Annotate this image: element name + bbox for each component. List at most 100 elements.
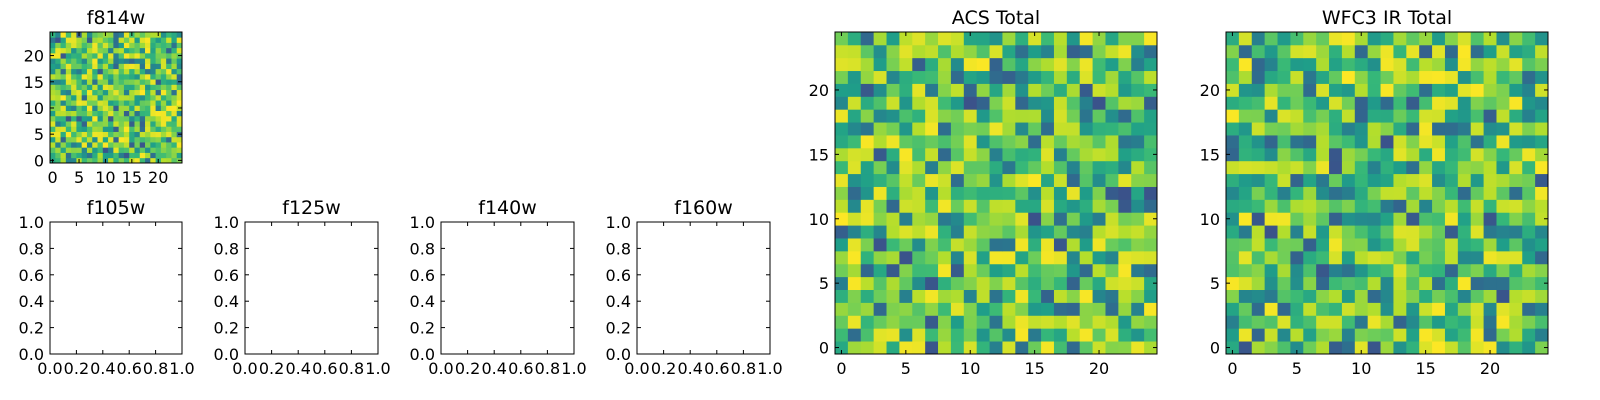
heatmap-cell [1226, 199, 1240, 213]
heatmap-cell [1226, 289, 1240, 303]
heatmap-cell [113, 121, 120, 127]
heatmap-cell [1316, 315, 1330, 329]
heatmap-cell [1092, 250, 1106, 265]
heatmap-cell [1226, 341, 1240, 355]
heatmap-cell [1509, 315, 1523, 329]
heatmap-cell [1105, 289, 1119, 303]
heatmap-cell [81, 84, 88, 91]
heatmap-cell [129, 136, 135, 143]
heatmap-cell [139, 37, 146, 43]
heatmap-cell [1470, 212, 1484, 226]
x-tick-label: 0.2 [64, 359, 89, 378]
heatmap-cell [1264, 289, 1278, 303]
heatmap-cell [108, 100, 114, 106]
heatmap-cell [1105, 238, 1119, 252]
x-tick-label: 1.0 [365, 359, 390, 378]
heatmap-cell [899, 263, 913, 278]
heatmap-cell [1380, 315, 1394, 329]
heatmap-cell [1316, 147, 1330, 162]
heatmap-cell [1264, 173, 1278, 187]
heatmap-cell [71, 63, 77, 70]
heatmap-cell [950, 289, 965, 303]
heatmap-cell [129, 63, 135, 70]
heatmap-cell [55, 136, 61, 143]
heatmap-cell [134, 68, 141, 75]
heatmap-cell [938, 83, 952, 97]
heatmap-cell [1457, 328, 1472, 342]
heatmap-cell [847, 32, 862, 46]
heatmap-cell [1144, 122, 1158, 136]
heatmap-cell [938, 199, 952, 213]
heatmap-cell [1380, 135, 1394, 149]
heatmap-cell [1419, 70, 1433, 84]
heatmap-cell [1522, 122, 1536, 136]
heatmap-cell [1066, 199, 1081, 213]
heatmap-cell [1238, 212, 1253, 226]
heatmap-cell [1131, 57, 1145, 72]
heatmap-cell [1131, 328, 1145, 342]
heatmap-cell [176, 68, 183, 75]
heatmap-cell [129, 115, 135, 122]
heatmap-cell [847, 186, 862, 200]
heatmap-cell [118, 157, 125, 164]
heatmap-cell [1457, 109, 1472, 123]
heatmap-cell [118, 68, 125, 75]
heatmap-cell [176, 121, 183, 127]
heatmap-cell [963, 212, 978, 226]
heatmap-cell [1535, 328, 1549, 342]
heatmap-cell [1105, 109, 1119, 123]
heatmap-cell [976, 289, 990, 303]
heatmap-cell [989, 302, 1003, 316]
y-tick-label: 0.8 [606, 239, 631, 258]
heatmap-cell [1226, 225, 1240, 239]
heatmap-cell [1264, 109, 1278, 123]
heatmap-cell [1092, 109, 1106, 123]
heatmap-cell [155, 105, 162, 111]
heatmap-cell [886, 263, 900, 278]
heatmap-cell [1303, 302, 1317, 316]
heatmap-cell [113, 126, 120, 132]
heatmap-cell [925, 315, 939, 329]
heatmap-cell [86, 37, 93, 43]
heatmap-cell [1380, 263, 1394, 278]
heatmap-cell [160, 115, 167, 122]
heatmap-cell [1509, 32, 1523, 46]
heatmap-cell [899, 135, 913, 149]
heatmap-cell [1015, 212, 1029, 226]
heatmap-cell [1329, 238, 1343, 252]
heatmap-cell [171, 110, 178, 117]
heatmap-cell [1002, 225, 1016, 239]
heatmap-cell [171, 73, 178, 80]
heatmap-cell [963, 147, 978, 162]
heatmap-cell [171, 47, 178, 54]
heatmap-cell [1105, 199, 1119, 213]
heatmap-cell [139, 121, 146, 127]
heatmap-cell [1367, 341, 1381, 355]
heatmap-cell [150, 42, 156, 49]
heatmap-cell [873, 173, 887, 187]
heatmap-cell [1226, 122, 1240, 136]
heatmap-cell [1457, 160, 1472, 175]
heatmap-cell [1066, 238, 1081, 252]
heatmap-cell [1015, 32, 1029, 46]
heatmap-cell [55, 110, 61, 117]
heatmap-cell [1457, 212, 1472, 226]
heatmap-cell [1028, 263, 1042, 278]
heatmap-cell [1329, 83, 1343, 97]
heatmap-cell [938, 263, 952, 278]
subplot-title: f140w [478, 197, 537, 219]
heatmap-cell [1002, 122, 1016, 136]
heatmap-cell [1053, 263, 1068, 278]
heatmap-cell [76, 84, 83, 91]
heatmap-cell [60, 58, 67, 64]
heatmap-cell [1290, 225, 1304, 239]
heatmap-cell [1066, 173, 1081, 187]
heatmap-cell [86, 100, 93, 106]
heatmap-cell [86, 121, 93, 127]
heatmap-cell [847, 263, 862, 278]
heatmap-cell [118, 52, 125, 59]
x-tick-label: 0 [48, 168, 58, 187]
heatmap-cell [1496, 122, 1510, 136]
